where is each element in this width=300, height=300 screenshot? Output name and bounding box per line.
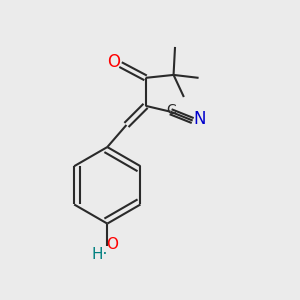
Text: O: O	[106, 237, 118, 252]
Text: O: O	[108, 53, 121, 71]
Text: N: N	[193, 110, 206, 128]
Text: C: C	[167, 103, 176, 117]
Text: H·: H·	[92, 247, 108, 262]
